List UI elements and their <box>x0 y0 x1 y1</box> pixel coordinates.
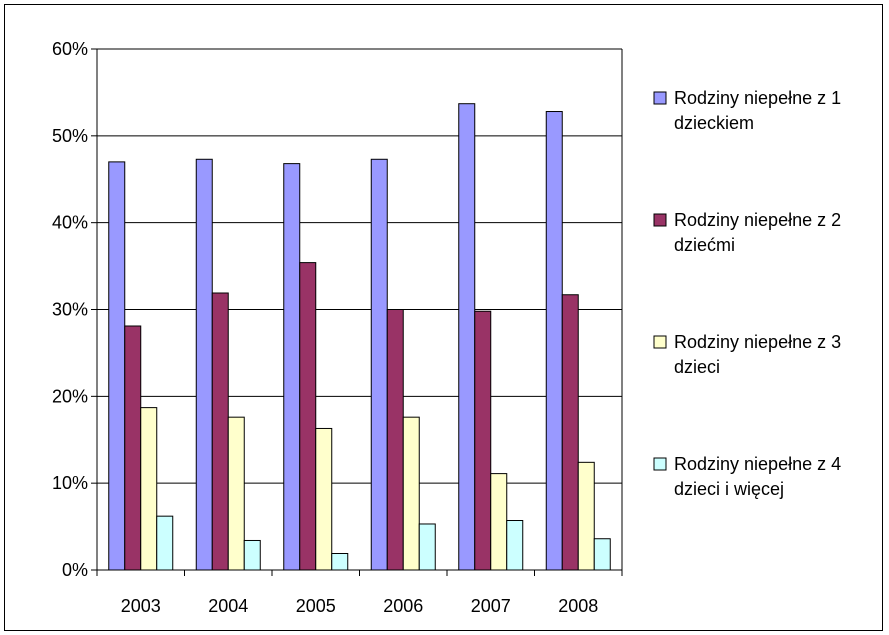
legend-label: Rodziny niepełne z 2 <box>674 210 841 230</box>
x-tick-label: 2004 <box>208 596 248 616</box>
legend-label: dziećmi <box>674 235 735 255</box>
legend-swatch <box>653 335 667 349</box>
bar <box>331 553 349 571</box>
bar <box>299 262 317 571</box>
bar <box>156 515 174 571</box>
y-tick-label: 20% <box>52 386 88 406</box>
x-tick-label: 2006 <box>383 596 423 616</box>
bar <box>458 103 476 571</box>
y-axis-tick-labels: 0% 10% 20% 30% 40% 50% 60% <box>52 39 88 580</box>
x-axis-tick-labels: 2003 2004 2005 2006 2007 2008 <box>121 596 599 616</box>
axes <box>91 48 623 576</box>
legend-label: dzieci <box>674 357 720 377</box>
legend-entry: Rodziny niepełne z 1 dzieckiem <box>653 88 841 133</box>
bar <box>108 161 126 571</box>
bar <box>211 292 229 571</box>
bar <box>124 325 142 571</box>
bar <box>402 416 420 571</box>
legend-label: dzieci i więcej <box>674 479 784 499</box>
y-tick-label: 40% <box>52 213 88 233</box>
bar <box>195 158 213 571</box>
bar <box>227 416 245 571</box>
legend-swatch <box>653 457 667 471</box>
y-tick-label: 0% <box>62 560 88 580</box>
legend-entry: Rodziny niepełne z 2 dziećmi <box>653 210 841 255</box>
y-tick-label: 50% <box>52 126 88 146</box>
x-tick-label: 2008 <box>558 596 598 616</box>
legend-label: Rodziny niepełne z 4 <box>674 454 841 474</box>
bar <box>140 407 158 571</box>
gridlines <box>97 48 622 484</box>
bar <box>545 111 563 571</box>
bar <box>418 523 436 571</box>
bar <box>593 538 611 571</box>
bar <box>577 461 595 571</box>
legend-swatch <box>653 91 667 105</box>
bar <box>283 163 301 571</box>
bar <box>315 427 333 571</box>
bar <box>490 473 508 571</box>
legend-entry: Rodziny niepełne z 3 dzieci <box>653 332 841 377</box>
legend-label: Rodziny niepełne z 3 <box>674 332 841 352</box>
bar <box>386 309 404 571</box>
bar <box>474 310 492 571</box>
y-tick-label: 60% <box>52 39 88 59</box>
legend-entry: Rodziny niepełne z 4 dzieci i więcej <box>653 454 841 499</box>
legend-swatch <box>653 213 667 227</box>
y-tick-label: 30% <box>52 300 88 320</box>
bar <box>506 520 524 571</box>
y-tick-label: 10% <box>52 473 88 493</box>
x-tick-label: 2003 <box>121 596 161 616</box>
bar <box>243 539 261 571</box>
legend-label: dzieckiem <box>674 113 754 133</box>
bar <box>561 294 579 571</box>
bar <box>370 158 388 571</box>
bars <box>108 103 611 571</box>
x-tick-label: 2005 <box>296 596 336 616</box>
x-tick-label: 2007 <box>471 596 511 616</box>
legend-label: Rodziny niepełne z 1 <box>674 88 841 108</box>
